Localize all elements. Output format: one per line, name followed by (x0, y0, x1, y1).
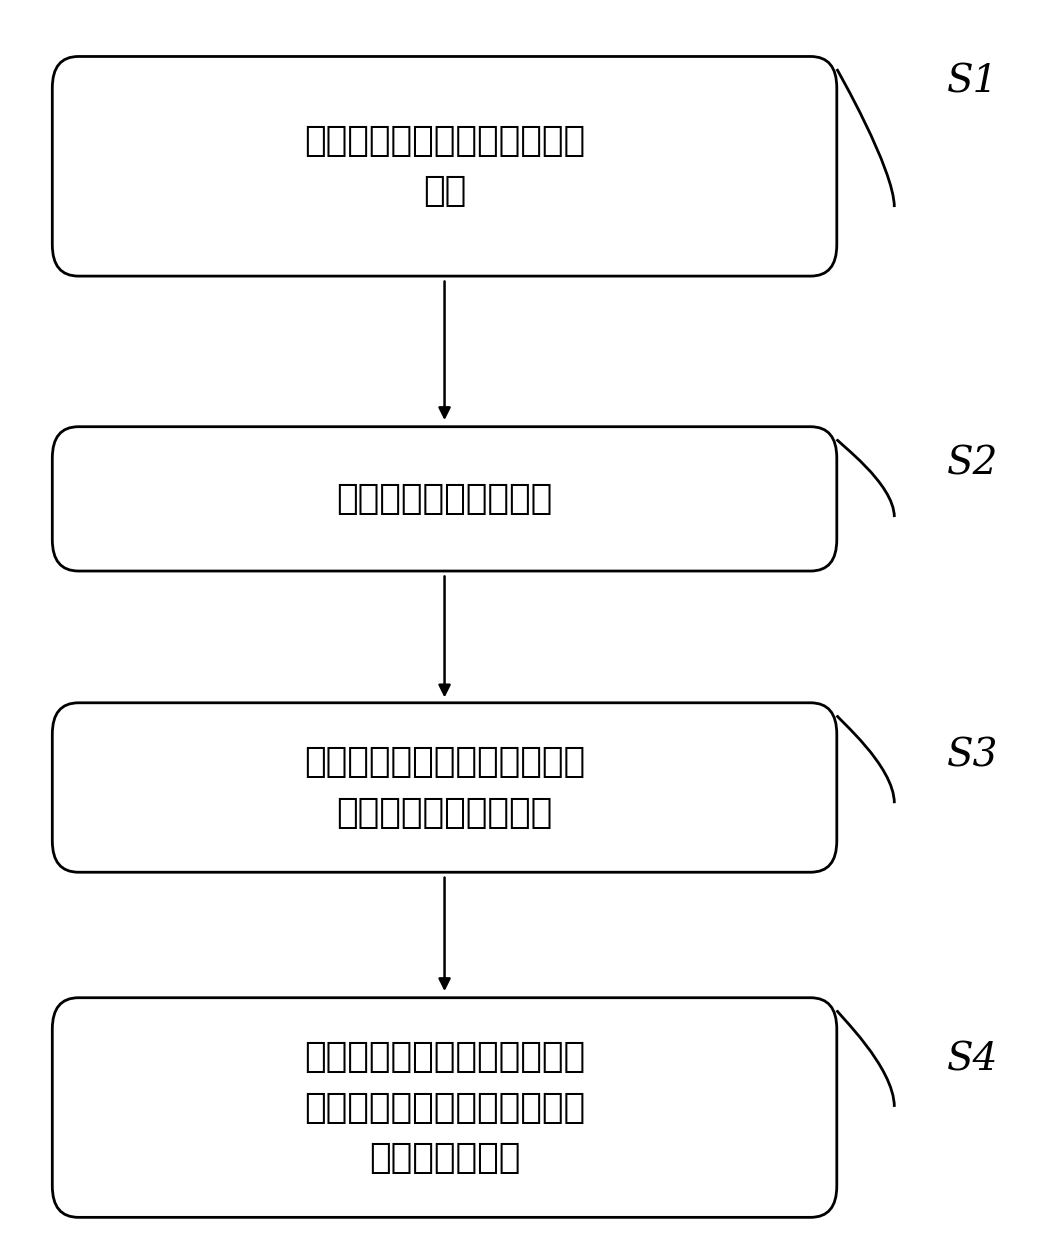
Text: 对连续退火炉进行预热: 对连续退火炉进行预热 (337, 482, 552, 516)
Text: 将摆好的铁芯放入连续退火炉
中，连续退火炉保持退火温度
对铁芯进行退火: 将摆好的铁芯放入连续退火炉 中，连续退火炉保持退火温度 对铁芯进行退火 (304, 1040, 585, 1175)
Text: S4: S4 (947, 1042, 999, 1079)
Text: S1: S1 (947, 63, 999, 100)
Text: 将铁芯按照设定标准进行分类
摆盘: 将铁芯按照设定标准进行分类 摆盘 (304, 124, 585, 208)
Text: 按铁芯的重量设定连续退火炉
的退火时间和退火温度: 按铁芯的重量设定连续退火炉 的退火时间和退火温度 (304, 745, 585, 830)
FancyBboxPatch shape (52, 56, 837, 276)
Text: S3: S3 (947, 737, 999, 774)
FancyBboxPatch shape (52, 427, 837, 571)
Text: S2: S2 (947, 446, 999, 483)
FancyBboxPatch shape (52, 998, 837, 1217)
FancyBboxPatch shape (52, 703, 837, 872)
